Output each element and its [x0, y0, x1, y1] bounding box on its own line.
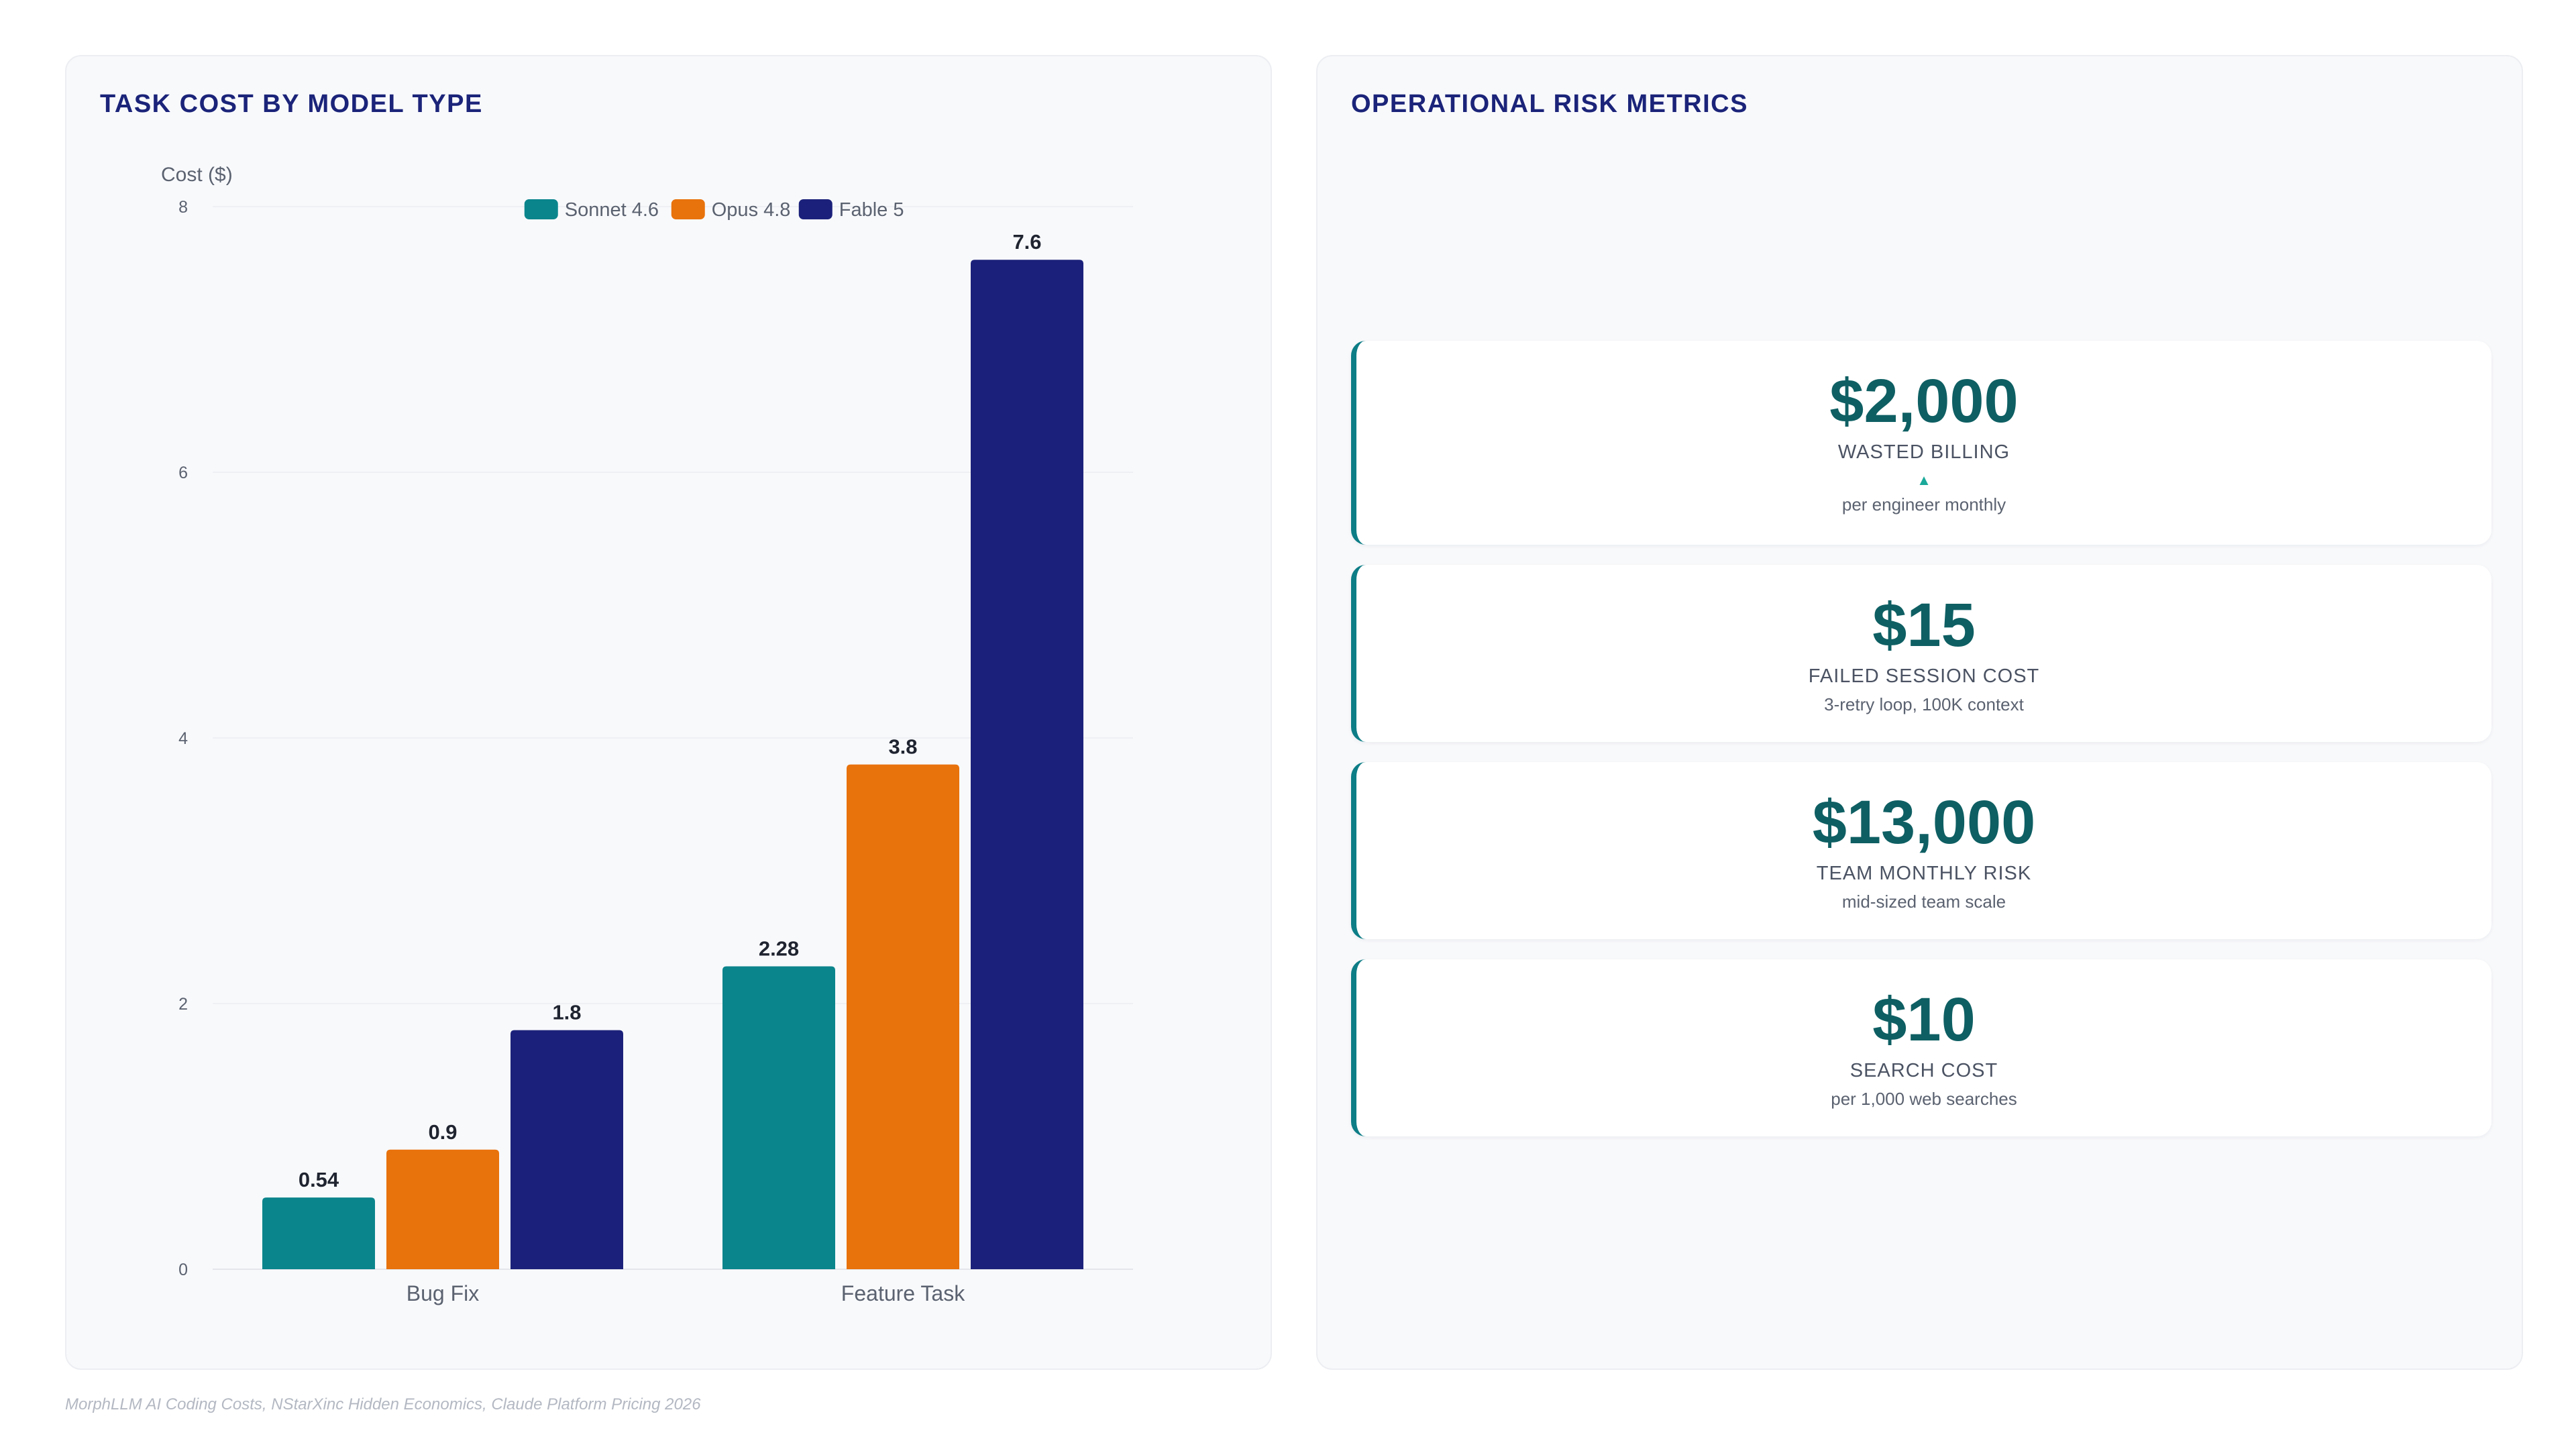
trend-up-icon: ▲	[1917, 472, 1931, 488]
metric-card-failed-session: $15 FAILED SESSION COST 3-retry loop, 10…	[1351, 565, 2491, 742]
metric-label: SEARCH COST	[1849, 1060, 1998, 1081]
metric-card-team-risk: $13,000 TEAM MONTHLY RISK mid-sized team…	[1351, 762, 2491, 939]
y-tick-label: 4	[178, 729, 188, 748]
y-axis-label: Cost ($)	[161, 164, 233, 186]
y-tick-label: 0	[178, 1260, 188, 1279]
bar-value-label: 1.8	[552, 1001, 581, 1024]
bar	[847, 764, 959, 1269]
metric-label: FAILED SESSION COST	[1808, 665, 2040, 687]
y-tick-label: 2	[178, 995, 188, 1014]
legend-label: Opus 4.8	[712, 199, 791, 221]
legend-swatch	[798, 199, 833, 219]
metric-subtext: per 1,000 web searches	[1831, 1089, 2017, 1109]
bar-value-label: 0.9	[428, 1120, 457, 1144]
legend-swatch	[524, 199, 558, 219]
chart-title: TASK COST BY MODEL TYPE	[100, 90, 483, 118]
bar	[971, 260, 1083, 1270]
metric-card-wasted-billing: $2,000 WASTED BILLING ▲ per engineer mon…	[1351, 341, 2491, 545]
metrics-title: OPERATIONAL RISK METRICS	[1351, 90, 1748, 118]
legend-label: Sonnet 4.6	[565, 199, 659, 221]
bar	[722, 966, 835, 1269]
metric-value: $2,000	[1829, 367, 2019, 435]
chart-panel: TASK COST BY MODEL TYPE 0 2 4 6 8 Cost ($) 0.5…	[65, 55, 1272, 1370]
metric-label: WASTED BILLING	[1837, 441, 2010, 463]
bar-value-label: 7.6	[1012, 230, 1041, 254]
metric-card-list: $2,000 WASTED BILLING ▲ per engineer mon…	[1351, 341, 2491, 1157]
bar-chart: 0 2 4 6 8 Cost ($) 0.54 0.9 1.8 Bug Fix 2.28 3.8 7.6…	[161, 164, 1133, 1305]
y-tick-label: 6	[178, 464, 188, 482]
bar-value-label: 3.8	[888, 735, 917, 759]
metric-value: $10	[1872, 985, 1976, 1054]
metric-subtext: per engineer monthly	[1841, 494, 2006, 515]
bar-value-label: 2.28	[759, 937, 799, 961]
metric-subtext: 3-retry loop, 100K context	[1824, 694, 2024, 714]
x-tick-label: Bug Fix	[407, 1281, 479, 1305]
legend-swatch	[671, 199, 705, 219]
metric-value: $13,000	[1812, 788, 2036, 857]
bar-value-label: 0.54	[299, 1168, 339, 1191]
metric-subtext: mid-sized team scale	[1841, 892, 2006, 912]
metric-label: TEAM MONTHLY RISK	[1816, 863, 2032, 884]
bar	[386, 1149, 499, 1269]
bar	[262, 1197, 375, 1269]
legend-label: Fable 5	[839, 199, 904, 221]
bar	[511, 1030, 623, 1269]
metric-value: $15	[1872, 591, 1976, 659]
metric-card-search-cost: $10 SEARCH COST per 1,000 web searches	[1351, 959, 2491, 1136]
metrics-panel: OPERATIONAL RISK METRICS $2,000 WASTED B…	[1316, 55, 2523, 1370]
source-note: MorphLLM AI Coding Costs, NStarXinc Hidd…	[65, 1395, 701, 1413]
x-tick-label: Feature Task	[841, 1281, 965, 1305]
y-tick-label: 8	[178, 198, 188, 217]
